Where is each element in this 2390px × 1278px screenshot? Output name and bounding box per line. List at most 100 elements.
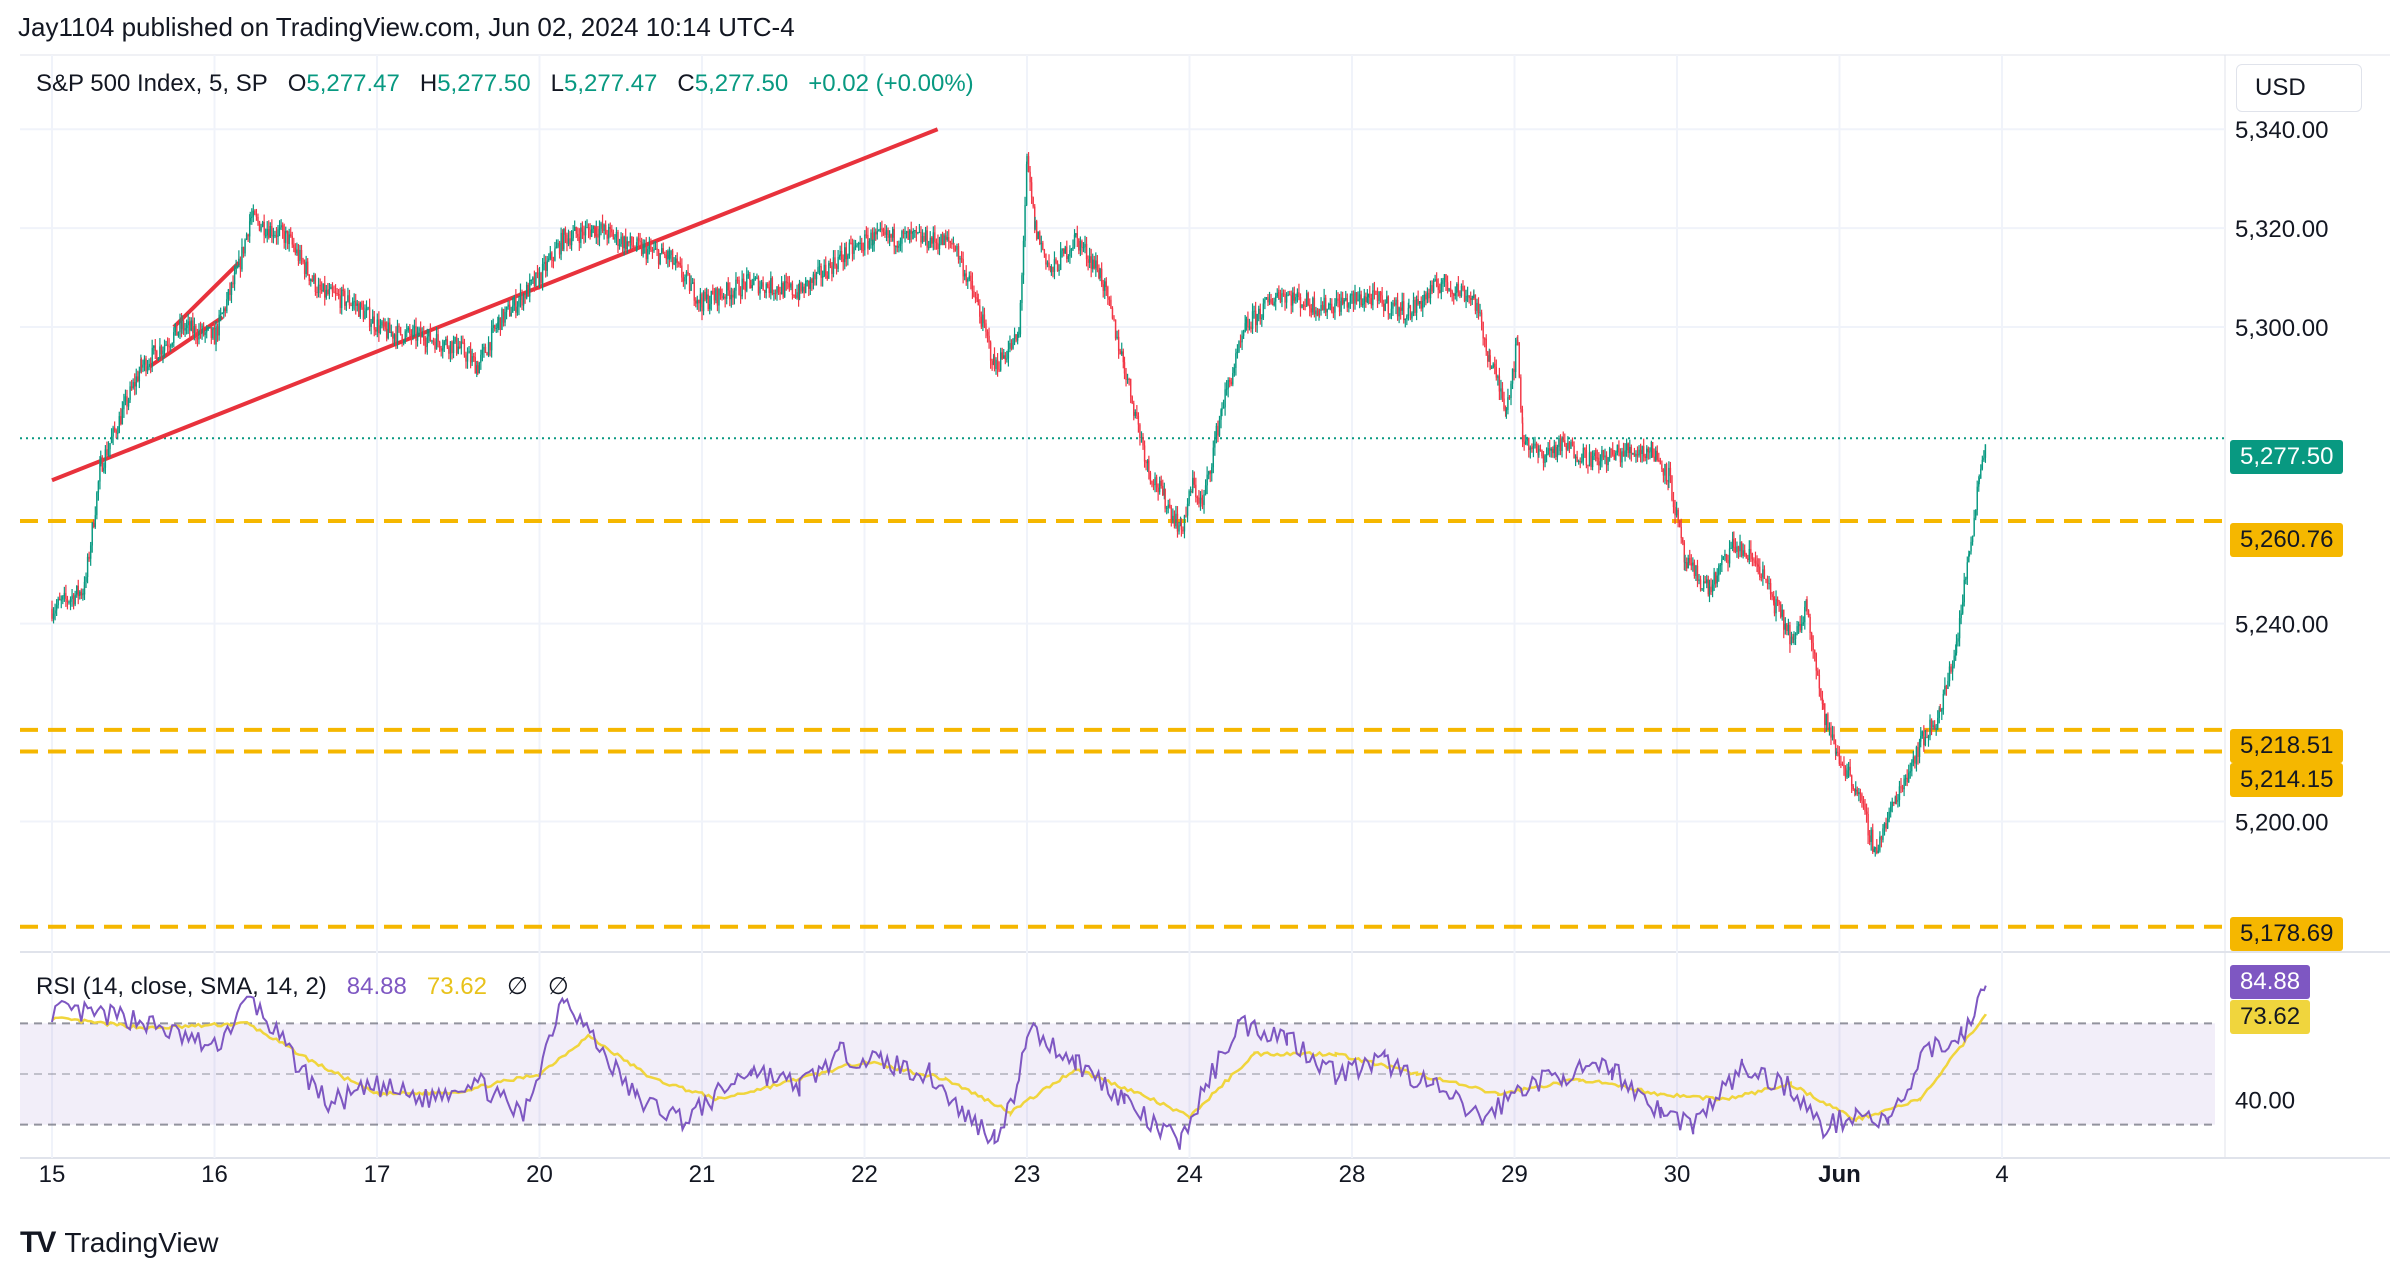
candle-body [1092,259,1094,269]
candle-body [1206,474,1208,486]
candle-body [1926,736,1928,739]
candle-body [207,327,209,329]
currency-button[interactable]: USD [2236,64,2362,112]
candle-body [1904,777,1907,779]
candle-body [1625,443,1628,451]
candle-body [138,371,141,382]
candle-body [508,304,511,317]
candle-body [1358,294,1361,300]
candle-body [1725,553,1728,560]
candle-body [55,605,58,611]
candle-body [341,289,343,308]
candle-body [552,260,555,262]
candle-body [989,342,992,361]
candle-body [465,355,467,362]
candle-body [1585,450,1588,466]
candle-body [558,242,561,255]
candle-body [787,282,789,284]
candle-body [1870,829,1872,843]
candle-body [1145,461,1147,464]
candle-body [248,221,251,237]
candle-body [583,231,585,236]
candle-body [857,243,860,245]
candle-body [895,245,897,247]
candle-body [1618,444,1620,453]
candle-body [1395,299,1397,306]
candle-body [261,221,264,227]
candle-body [1954,652,1957,656]
candle-body [1442,279,1444,284]
candle-body [661,248,663,254]
time-tick-label: 4 [1995,1161,2008,1188]
candle-body [765,283,767,293]
candle-body [1282,293,1285,295]
candle-body [409,327,411,335]
trend-lines[interactable] [51,127,939,483]
rsi-sma-badge: 73.62 [2230,1000,2311,1034]
candle-body [455,337,458,353]
candle-body [1911,762,1913,772]
candle-body [811,279,813,283]
candle-body [573,227,576,232]
candle-body [1908,772,1910,783]
candle-body [1550,448,1552,451]
current-price-badge: 5,277.50 [2230,440,2344,474]
candle-body [1440,286,1442,293]
candle-body [1298,292,1300,298]
candle-body [794,295,797,298]
candle-body [1004,355,1007,360]
candle-body [1633,452,1636,457]
candle-body [1279,297,1282,303]
candle-body [1116,336,1118,339]
candle-body [1653,456,1655,462]
candle-body [1119,350,1121,355]
candle-body [413,326,416,329]
candle-body [825,264,827,276]
candle-body [1012,338,1014,349]
candle-body [1968,551,1971,555]
candle-body [973,290,975,298]
candle-body [934,232,936,242]
hide-icon-2[interactable]: ∅ [547,973,569,1000]
candle-body [293,244,295,248]
candle-body [216,326,219,336]
candle-body [567,238,570,244]
candle-body [1331,303,1333,313]
candle-body [986,331,989,336]
candle-body [1874,847,1876,849]
candle-body [611,228,613,233]
candle-body [290,234,292,236]
candle-body [695,300,697,304]
brand[interactable]: TV TradingView [20,1226,218,1260]
candle-body [1733,539,1735,547]
candle-body [1111,308,1114,319]
candle-body [988,335,990,343]
candle-body [1821,697,1824,704]
candle-body [235,267,237,273]
candle-body [1739,541,1741,552]
candle-body [451,341,453,354]
candle-body [1624,450,1626,457]
candle-body [721,295,723,299]
candle-body [1401,301,1403,311]
candle-body [1740,541,1743,556]
candle-body [1743,550,1746,555]
candle-body [1827,714,1829,730]
time-axis[interactable]: 15 16 17 20 21 22 23 24 28 29 30 Jun 4 [39,1161,2009,1188]
candle-body [285,230,287,243]
candle-body [1332,312,1335,314]
candle-body [914,230,916,232]
candle-body [1207,471,1210,475]
candle-body [437,334,439,342]
candle-body [1724,553,1726,557]
time-tick-label: 16 [201,1161,228,1188]
candle-body [1825,714,1828,726]
candle-body [524,294,526,299]
hide-icon[interactable]: ∅ [506,973,528,1000]
candle-body [687,271,689,275]
candle-body [730,294,733,300]
symbol-label: S&P 500 Index, 5, SP [36,70,268,97]
candle-body [1814,650,1816,654]
price-axis[interactable]: 5,340.00 5,320.00 5,300.00 5,240.00 5,200.00… [2235,117,2328,1114]
